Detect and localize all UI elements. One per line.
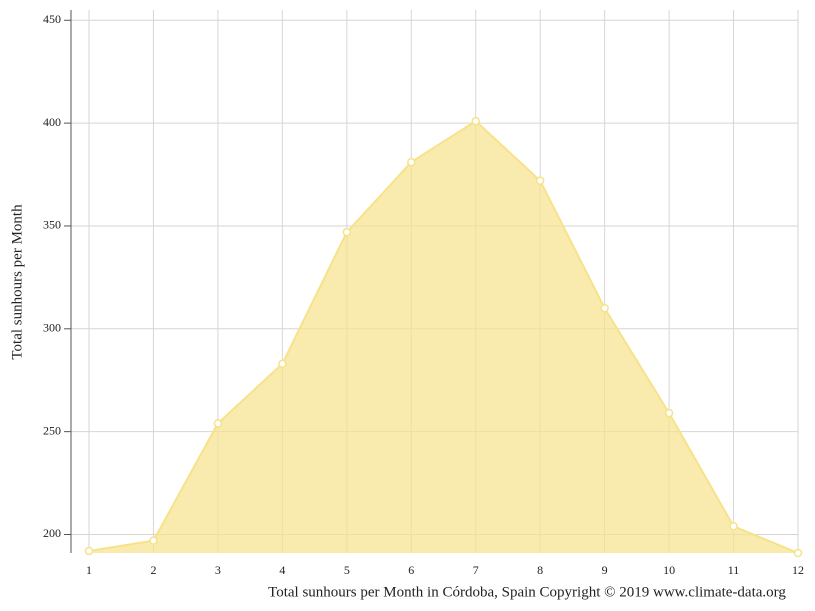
x-tick-label: 12	[792, 563, 804, 577]
point	[342, 227, 352, 237]
x-tick-label: 8	[537, 563, 543, 577]
y-tick-label: 450	[43, 12, 61, 26]
point	[84, 546, 94, 556]
point	[729, 522, 738, 531]
y-tick-label: 250	[43, 423, 61, 437]
x-tick-label: 5	[344, 563, 350, 577]
point	[664, 408, 674, 418]
x-tick-label: 1	[86, 563, 92, 577]
point	[793, 548, 803, 558]
x-tick-label: 3	[215, 563, 221, 577]
y-tick-label: 400	[43, 115, 61, 129]
x-tick-label: 4	[279, 563, 285, 577]
y-tick-label: 350	[43, 218, 61, 232]
x-tick-label: 7	[473, 563, 479, 577]
line	[88, 119, 799, 554]
point	[149, 536, 158, 545]
point	[471, 116, 480, 126]
x-tick-label: 11	[728, 563, 740, 577]
y-tick-label: 200	[43, 526, 61, 540]
y-axis-label: Total sunhours per Month	[9, 204, 25, 360]
x-tick-label: 9	[602, 563, 608, 577]
area	[89, 121, 798, 554]
point	[213, 419, 223, 428]
x-tick-label: 6	[408, 563, 414, 577]
point	[600, 303, 609, 313]
y-tick-label: 300	[43, 321, 61, 335]
x-tick-label: 2	[150, 563, 156, 577]
point	[278, 359, 287, 369]
point	[535, 176, 545, 185]
chart-title: Total sunhours per Month in Córdoba, Spa…	[268, 584, 786, 600]
point	[407, 157, 416, 167]
x-tick-label: 10	[663, 563, 675, 577]
